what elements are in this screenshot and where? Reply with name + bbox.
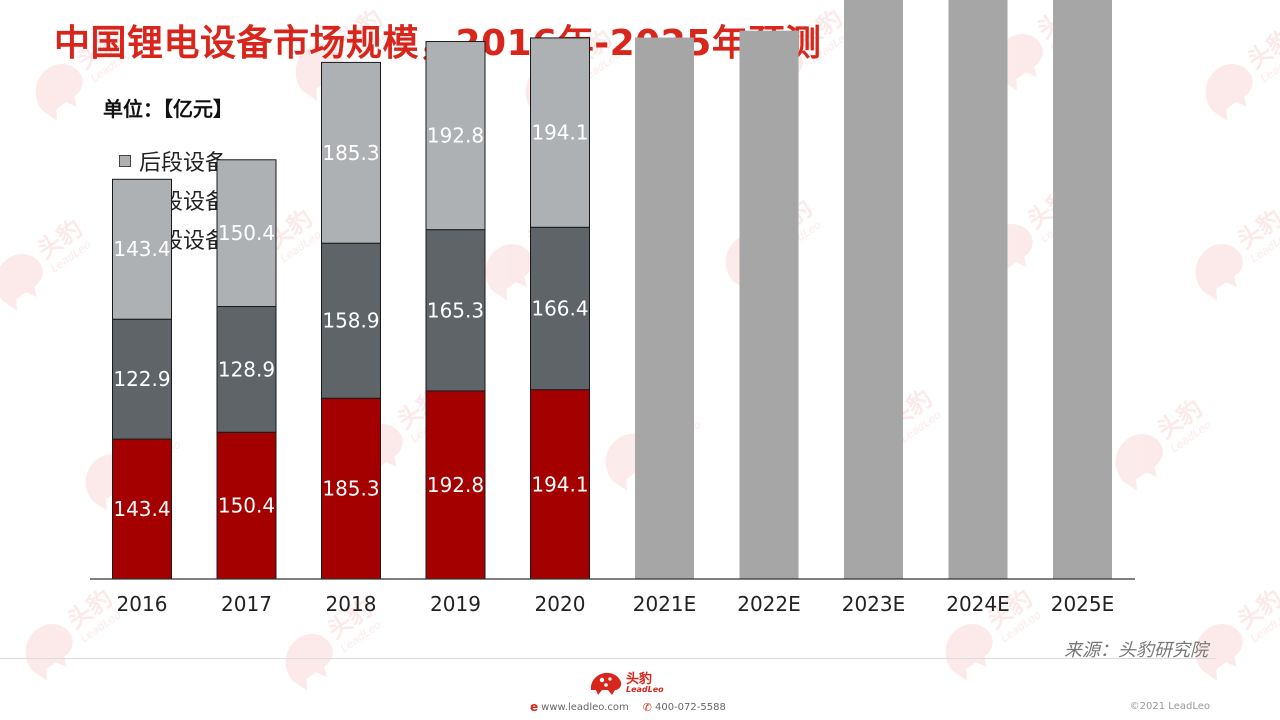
phone-number: 400-072-5588 [654, 701, 726, 713]
footer-logo: 头豹 LeadLeo [588, 668, 664, 698]
data-label-middle-2017: 128.9 [218, 357, 275, 381]
brand-name-cn: 头豹 [626, 671, 653, 687]
bar-segment-front-2018 [321, 397, 381, 580]
data-label-back-2017: 150.4 [218, 221, 275, 245]
unit-label: 单位：【亿元】 [103, 97, 233, 121]
data-label-front-2016: 143.4 [113, 497, 170, 521]
data-label-middle-2018: 158.9 [322, 309, 379, 333]
data-label-back-2018: 185.3 [322, 141, 379, 165]
bar-segment-back-2016 [112, 178, 172, 320]
data-label-middle-2020: 166.4 [531, 296, 588, 320]
bar-forecast-2021E [635, 37, 694, 580]
bar-segment-front-2016 [112, 438, 172, 580]
website-link[interactable]: www.leadleo.com [541, 701, 629, 713]
data-label-back-2020: 194.1 [531, 121, 588, 145]
x-tick-label-2019: 2019 [430, 592, 481, 616]
x-tick-label-2018: 2018 [326, 592, 377, 616]
bar-forecast-2023E [844, 0, 903, 579]
bar-segment-middle-2020 [530, 226, 590, 391]
bar-segment-middle-2019 [425, 229, 486, 392]
bar-segment-back-2017 [216, 159, 277, 308]
bar-segment-middle-2017 [216, 306, 277, 433]
data-label-back-2016: 143.4 [113, 237, 170, 261]
data-label-middle-2019: 165.3 [427, 298, 484, 322]
x-tick-label-2017: 2017 [221, 592, 272, 616]
bar-segment-front-2017 [216, 431, 277, 580]
bar-segment-middle-2018 [321, 242, 381, 399]
x-tick-label-2021E: 2021E [633, 592, 697, 616]
bar-forecast-2024E [948, 0, 1008, 580]
data-label-front-2018: 185.3 [322, 477, 379, 501]
footer-contacts: e www.leadleo.com ✆ 400-072-5588 [530, 700, 726, 714]
bar-segment-back-2019 [425, 41, 486, 231]
data-label-front-2019: 192.8 [427, 473, 484, 497]
data-label-middle-2016: 122.9 [113, 367, 170, 391]
data-label-back-2019: 192.8 [427, 124, 484, 148]
bar-segment-front-2019 [425, 390, 486, 580]
x-tick-label-2023E: 2023E [842, 592, 906, 616]
x-tick-label-2022E: 2022E [737, 592, 801, 616]
bar-forecast-2022E [739, 30, 799, 579]
bar-segment-middle-2016 [112, 318, 172, 440]
bar-forecast-2025E [1053, 0, 1112, 579]
legend-swatch-back [119, 154, 131, 167]
bar-segment-back-2020 [530, 37, 590, 228]
data-label-front-2017: 150.4 [218, 494, 275, 518]
phone-icon: ✆ [642, 700, 652, 714]
brand-name-en: LeadLeo [626, 684, 664, 694]
copyright-text: ©2021 LeadLeo [1129, 701, 1210, 712]
bar-segment-back-2018 [321, 61, 381, 244]
web-icon: e [530, 700, 539, 714]
legend-item-back: 后段设备 [119, 141, 227, 180]
leopard-logo-icon [590, 672, 622, 695]
source-note: 来源：头豹研究院 [1064, 640, 1208, 661]
x-tick-label-2016: 2016 [117, 592, 168, 616]
data-label-front-2020: 194.1 [531, 472, 588, 496]
x-tick-label-2020: 2020 [535, 592, 586, 616]
x-tick-label-2025E: 2025E [1051, 592, 1115, 616]
legend-label-back: 后段设备 [139, 150, 228, 176]
x-tick-label-2024E: 2024E [946, 592, 1010, 616]
footer-divider [0, 658, 1216, 659]
